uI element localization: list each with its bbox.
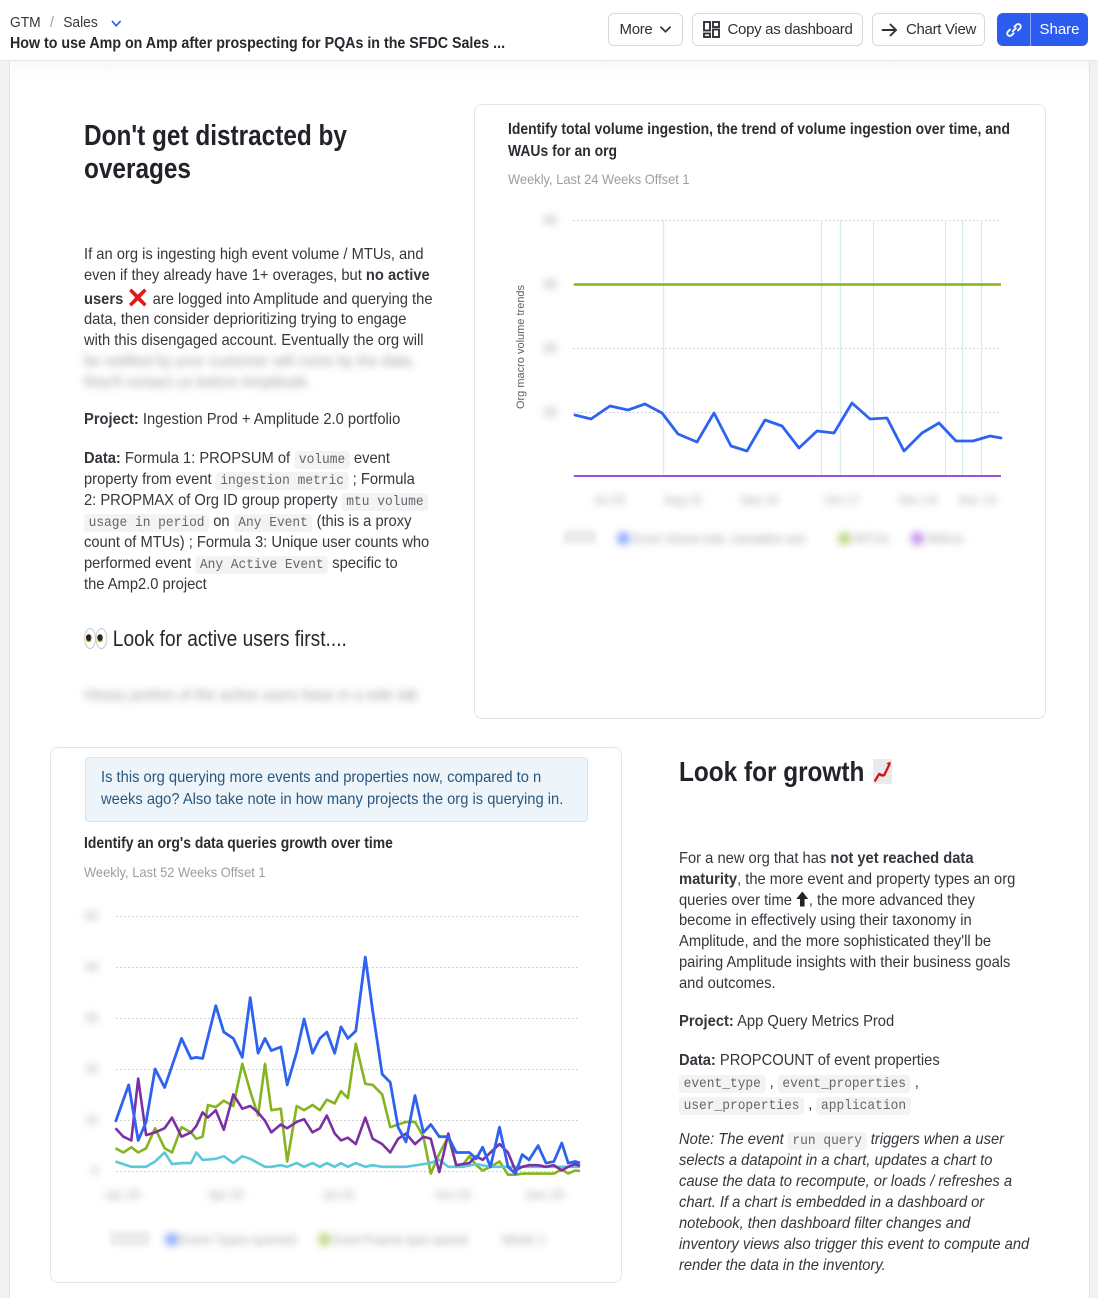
- svg-text:Org macro volume trends: Org macro volume trends: [515, 284, 527, 409]
